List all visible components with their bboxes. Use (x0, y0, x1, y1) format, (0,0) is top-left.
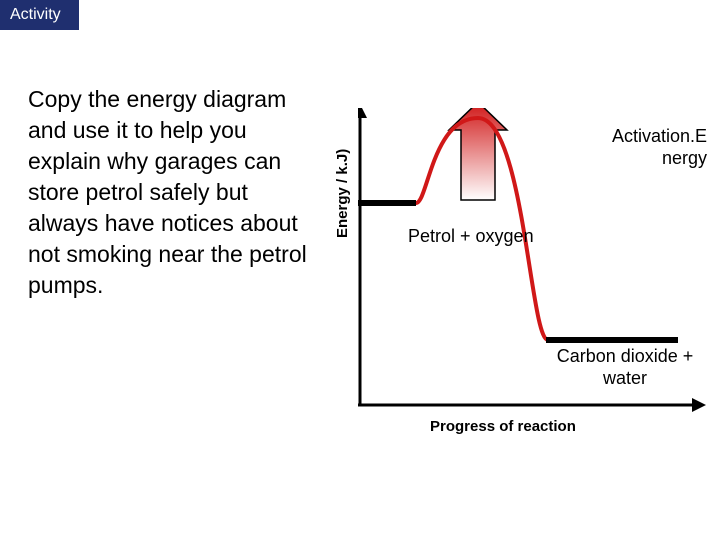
x-axis-label: Progress of reaction (430, 418, 576, 435)
activation-arrow (449, 108, 507, 200)
y-axis-label: Energy / k.J) (334, 149, 351, 238)
activation-energy-label: Activation.E nergy (602, 126, 707, 169)
instruction-text: Copy the energy diagram and use it to he… (28, 84, 318, 301)
energy-diagram: Energy / k.J) Petrol + (340, 108, 710, 448)
activity-badge: Activity (0, 0, 79, 30)
products-label: Carbon dioxide + water (540, 346, 710, 389)
reactants-label: Petrol + oxygen (408, 226, 534, 248)
